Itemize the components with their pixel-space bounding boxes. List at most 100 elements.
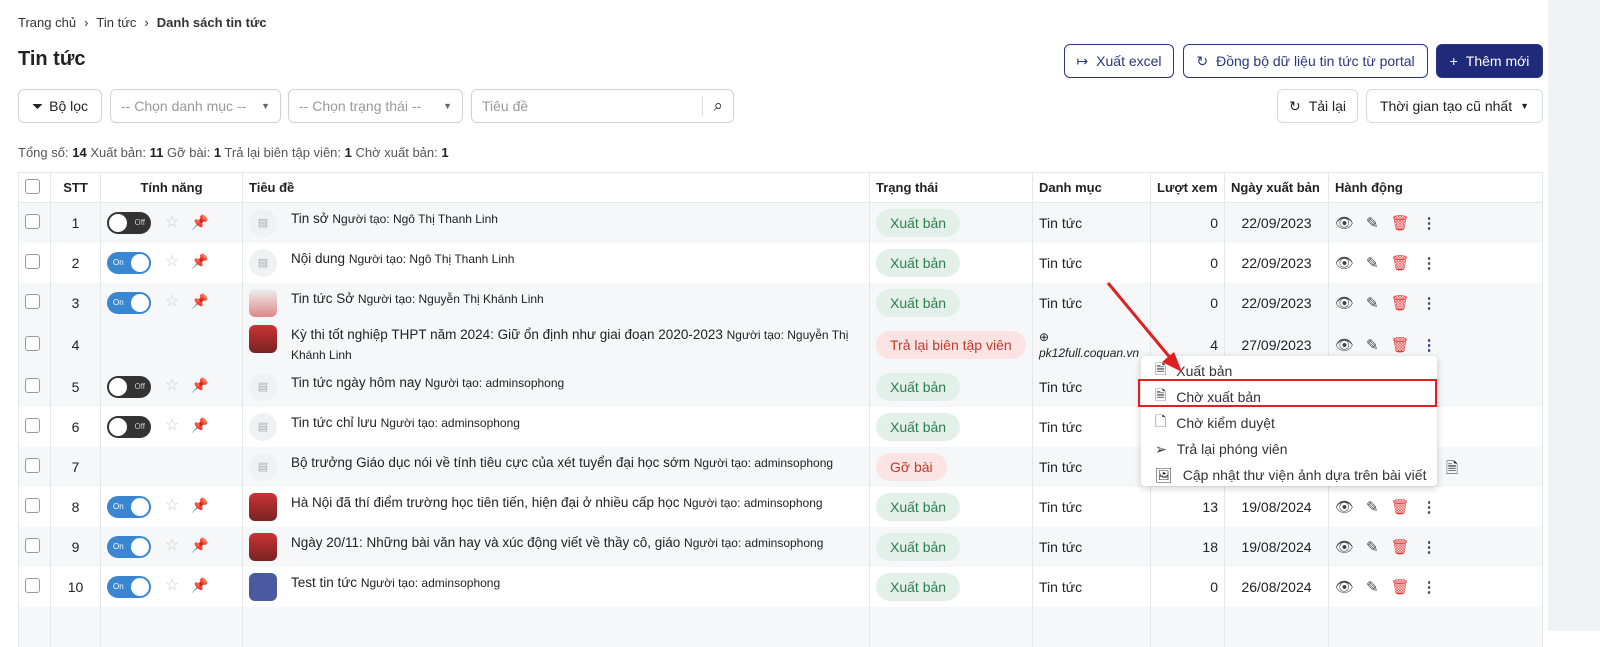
status-select[interactable]: -- Chọn trạng thái -- ▼ (288, 89, 463, 123)
thumbnail (249, 532, 277, 561)
feature-toggle[interactable]: Off (107, 211, 151, 234)
feature-toggle[interactable]: On (107, 291, 151, 314)
add-new-button[interactable]: + Thêm mới (1436, 44, 1543, 78)
breadcrumb-home[interactable]: Trang chủ (18, 15, 77, 30)
pencil-icon[interactable]: ✎ (1366, 578, 1379, 596)
row-checkbox[interactable] (25, 293, 40, 309)
pencil-icon[interactable]: ✎ (1366, 498, 1379, 516)
star-icon[interactable]: ☆ (165, 417, 180, 435)
news-title[interactable]: Tin sở (291, 210, 329, 226)
more-vertical-icon[interactable]: ⋮ (1421, 578, 1437, 596)
feature-toggle[interactable]: On (107, 535, 151, 558)
category-select[interactable]: -- Chọn danh mục -- ▼ (110, 89, 281, 123)
news-title[interactable]: Hà Nội đã thí điểm trường học tiên tiến,… (291, 494, 680, 510)
more-vertical-icon[interactable]: ⋮ (1421, 254, 1437, 272)
pencil-icon[interactable]: ✎ (1366, 214, 1379, 232)
more-vertical-icon[interactable]: ⋮ (1421, 498, 1437, 516)
feature-toggle[interactable]: Off (107, 375, 151, 398)
row-checkbox[interactable] (25, 335, 40, 351)
pin-icon[interactable]: 📌 (191, 293, 209, 310)
menu-item-update-gallery[interactable]: 🖼 Cập nhật thư viện ảnh dựa trên bài viết (1155, 466, 1427, 484)
pencil-icon[interactable]: ✎ (1366, 336, 1379, 354)
news-title[interactable]: Kỳ thi tốt nghiệp THPT năm 2024: Giữ ổn … (291, 326, 723, 342)
export-excel-button[interactable]: ↦ Xuất excel (1064, 44, 1174, 78)
row-checkbox[interactable] (25, 497, 40, 513)
star-icon[interactable]: ☆ (165, 253, 180, 271)
star-icon[interactable]: ☆ (165, 213, 180, 231)
pin-icon[interactable]: 📌 (191, 537, 209, 554)
pin-icon[interactable]: 📌 (191, 213, 209, 230)
star-icon[interactable]: ☆ (165, 293, 180, 311)
star-icon[interactable]: ☆ (165, 377, 180, 395)
filter-button[interactable]: ⏷ Bộ lọc (18, 89, 102, 123)
pencil-icon[interactable]: ✎ (1366, 538, 1379, 556)
feature-toggle[interactable]: Off (107, 415, 151, 438)
eye-icon[interactable]: 👁 (1335, 294, 1355, 312)
row-checkbox[interactable] (25, 577, 40, 593)
more-vertical-icon[interactable]: ⋮ (1421, 538, 1437, 556)
trash-icon[interactable]: 🗑 (1390, 538, 1410, 556)
eye-icon[interactable]: 👁 (1335, 578, 1355, 596)
row-checkbox[interactable] (25, 253, 40, 269)
category: Tin tức (1039, 214, 1083, 231)
row-checkbox[interactable] (25, 417, 40, 433)
news-title[interactable]: Tin tức chỉ lưu (291, 414, 377, 430)
row-checkbox[interactable] (25, 537, 40, 553)
trash-icon[interactable]: 🗑 (1390, 498, 1410, 516)
more-vertical-icon[interactable]: ⋮ (1421, 336, 1437, 354)
scrollbar[interactable] (1548, 0, 1600, 631)
author: Người tạo: Ngô Thị Thanh Linh (348, 251, 515, 266)
eye-icon[interactable]: 👁 (1335, 254, 1355, 272)
row-7-extra-action-icon[interactable]: 🗎 (1446, 460, 1459, 477)
trash-icon[interactable]: 🗑 (1390, 214, 1410, 232)
news-title[interactable]: Tin tức ngày hôm nay (291, 374, 422, 390)
menu-item-pending-review[interactable]: 🗋 Chờ kiểm duyệt (1141, 410, 1437, 436)
pin-icon[interactable]: 📌 (191, 577, 209, 594)
news-title[interactable]: Nội dung (291, 250, 346, 266)
reload-icon: ↻ (1288, 97, 1301, 114)
trash-icon[interactable]: 🗑 (1390, 254, 1410, 272)
feature-toggle[interactable]: On (107, 575, 151, 598)
trash-icon[interactable]: 🗑 (1390, 294, 1410, 312)
eye-icon[interactable]: 👁 (1335, 498, 1355, 516)
pin-icon[interactable]: 📌 (191, 417, 209, 434)
status-badge: Xuất bản (876, 572, 961, 601)
pencil-icon[interactable]: ✎ (1366, 294, 1379, 312)
table-row: 9 On ☆ 📌 Ngày 20/11: Những bài văn hay và … (18, 526, 1543, 567)
select-all-checkbox[interactable] (25, 178, 40, 194)
breadcrumb-news[interactable]: Tin tức (96, 15, 137, 30)
sort-select[interactable]: Thời gian tạo cũ nhất ▼ (1366, 89, 1543, 123)
eye-icon[interactable]: 👁 (1335, 214, 1355, 232)
row-checkbox[interactable] (25, 457, 40, 473)
news-title[interactable]: Bộ trưởng Giáo dục nói về tính tiêu cực … (291, 454, 690, 470)
thumbnail: ▤ (249, 372, 277, 401)
news-title[interactable]: Ngày 20/11: Những bài văn hay và xúc độn… (291, 534, 681, 550)
more-vertical-icon[interactable]: ⋮ (1421, 214, 1437, 232)
menu-item-pending-publish[interactable]: 🗎 Chờ xuất bản (1141, 384, 1437, 410)
news-title[interactable]: Tin tức Sở (291, 290, 355, 306)
search-icon[interactable]: ⌕ (702, 96, 723, 116)
row-checkbox[interactable] (25, 377, 40, 393)
reload-button[interactable]: ↻ Tải lại (1277, 89, 1358, 123)
trash-icon[interactable]: 🗑 (1390, 578, 1410, 596)
eye-icon[interactable]: 👁 (1335, 538, 1355, 556)
pin-icon[interactable]: 📌 (191, 497, 209, 514)
feature-toggle[interactable]: On (107, 495, 151, 518)
title-search-input[interactable]: Tiêu đề ⌕ (471, 89, 734, 123)
eye-icon[interactable]: 👁 (1335, 336, 1355, 354)
sync-portal-button[interactable]: ↻ Đồng bộ dữ liệu tin tức từ portal (1183, 44, 1428, 78)
more-vertical-icon[interactable]: ⋮ (1421, 294, 1437, 312)
row-checkbox[interactable] (25, 213, 40, 229)
pencil-icon[interactable]: ✎ (1366, 254, 1379, 272)
news-title[interactable]: Test tin tức (291, 574, 358, 590)
star-icon[interactable]: ☆ (165, 577, 180, 595)
menu-item-publish[interactable]: 🗎 Xuất bản (1141, 358, 1437, 384)
author: Người tạo: adminsophong (360, 575, 501, 590)
feature-toggle[interactable]: On (107, 251, 151, 274)
menu-item-return-reporter[interactable]: ➢ Trả lại phóng viên (1155, 440, 1288, 458)
pin-icon[interactable]: 📌 (191, 253, 209, 270)
star-icon[interactable]: ☆ (165, 537, 180, 555)
pin-icon[interactable]: 📌 (191, 377, 209, 394)
star-icon[interactable]: ☆ (165, 497, 180, 515)
trash-icon[interactable]: 🗑 (1390, 336, 1410, 354)
